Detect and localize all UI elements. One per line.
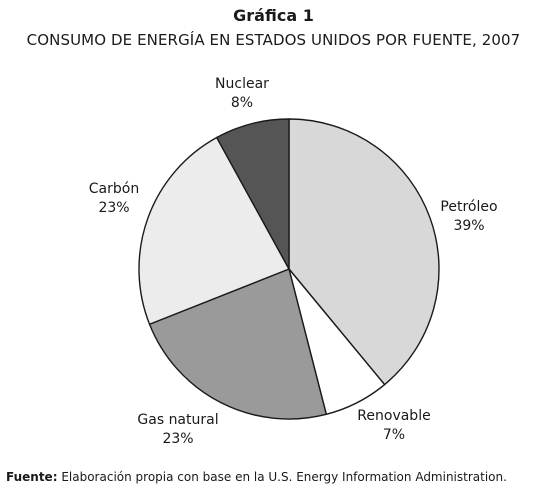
slice-value-renovable: 7% [383,427,405,443]
pie-slices [138,118,440,420]
pie-slice-carbón [138,136,290,325]
slice-label-gas-natural: Gas natural [137,412,218,428]
chart-title: CONSUMO DE ENERGÍA EN ESTADOS UNIDOS POR… [26,31,521,49]
slice-value-petróleo: 39% [453,218,484,234]
slice-label-petróleo: Petróleo [440,199,497,215]
slice-label-renovable: Renovable [357,408,430,424]
pie-slice-nuclear [216,118,290,270]
slice-label-carbón: Carbón [89,181,139,197]
slice-value-gas-natural: 23% [162,431,193,447]
pie-slice-petróleo [288,118,440,386]
pie-slice-gas-natural [148,268,327,420]
source-note: Fuente: Elaboración propia con base en l… [6,470,507,484]
source-label: Fuente: [6,470,58,484]
source-text: Elaboración propia con base en la U.S. E… [61,470,507,484]
chart-number: Gráfica 1 [233,6,314,25]
slice-value-carbón: 23% [98,200,129,216]
pie-labels: Petróleo 39% Renovable 7% Gas natural 23% Carb… [89,76,498,447]
slice-label-nuclear: Nuclear [215,76,269,92]
slice-value-nuclear: 8% [231,95,253,111]
